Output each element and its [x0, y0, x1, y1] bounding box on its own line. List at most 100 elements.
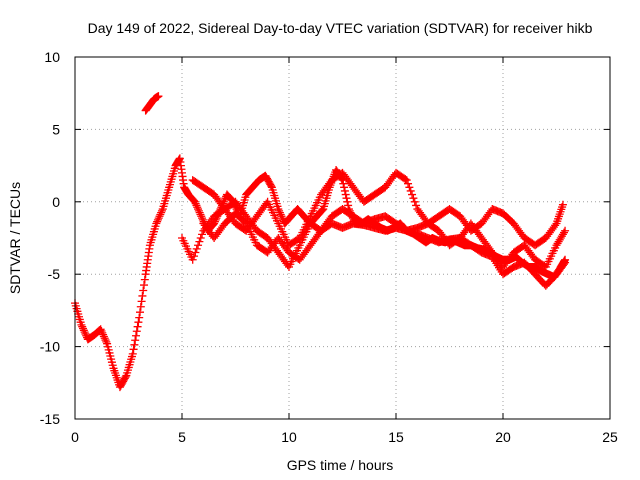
x-axis-label: GPS time / hours [287, 457, 394, 473]
tick-labels: 0 5 10 15 20 25 -15 -10 -5 0 5 10 [40, 49, 618, 445]
interp-point-main [198, 214, 207, 223]
data-point-main [77, 320, 86, 329]
interp-point-main [98, 328, 107, 337]
interp-point-main [317, 206, 326, 215]
interp-point-upper-tracks [194, 241, 203, 250]
interp-point-main [318, 205, 327, 214]
interp-point-main [153, 217, 162, 226]
interp-point-main [140, 281, 149, 290]
interp-point-main [134, 318, 143, 327]
interp-point-main [196, 210, 205, 219]
interp-point-main [99, 332, 108, 341]
interp-point-main [102, 337, 111, 346]
interp-point-main [191, 199, 200, 208]
interp-point-main [276, 210, 285, 219]
data-point-wave-tracks [402, 176, 411, 185]
interp-point-main [131, 331, 140, 340]
interp-point-main [267, 181, 276, 190]
interp-point-main [193, 203, 202, 212]
interp-point-wave-tracks [409, 194, 418, 203]
interp-point-main [121, 373, 130, 382]
x-tick-label: 5 [178, 429, 186, 445]
interp-point-upper-tracks [191, 248, 200, 257]
interp-point-wave-tracks [559, 228, 568, 237]
interp-point-lower-tracks [559, 260, 568, 269]
interp-point-main [81, 329, 90, 338]
y-tick-label: 10 [44, 49, 60, 65]
interp-point-main [78, 322, 87, 331]
interp-point-main [194, 206, 203, 215]
data-point-main [197, 212, 206, 221]
interp-point-main [136, 308, 145, 317]
data-point-main [135, 313, 144, 322]
interp-point-main [275, 208, 284, 217]
data-point-upper-tracks [188, 255, 197, 264]
interp-point-main [157, 208, 166, 217]
interp-point-main [153, 215, 162, 224]
interp-point-wave-tracks [406, 186, 415, 195]
y-tick-label: 0 [52, 194, 60, 210]
interp-point-wave-tracks [401, 175, 410, 184]
interp-point-upper-tracks [196, 234, 205, 242]
data-point-main [152, 219, 161, 228]
interp-point-main [132, 327, 141, 336]
interp-point-main [129, 345, 138, 354]
data-point-outlier [154, 92, 163, 101]
interp-point-main [155, 212, 164, 221]
interp-point-main [140, 275, 149, 284]
interp-point-upper-tracks [198, 230, 207, 239]
y-tick-label: -5 [48, 266, 61, 282]
interp-point-main [275, 206, 284, 215]
interp-point-main [344, 201, 353, 210]
interp-point-main [101, 336, 110, 345]
interp-point-upper-tracks [190, 252, 199, 261]
interp-point-main [100, 334, 109, 343]
interp-point-main [130, 340, 139, 349]
interp-point-main [194, 205, 203, 214]
interp-point-main [136, 302, 145, 311]
interp-point-main [278, 214, 287, 223]
plot-frame [74, 56, 611, 420]
data-point-main [274, 205, 283, 214]
interp-point-wave-tracks [408, 190, 417, 199]
interp-point-main [80, 328, 89, 337]
data-point-lower-tracks [561, 258, 570, 267]
chart-title: Day 149 of 2022, Sidereal Day-to-day VTE… [88, 20, 593, 36]
data-point-main [190, 197, 199, 206]
interp-point-main [340, 186, 349, 195]
interp-point-main [97, 327, 106, 336]
data-point-upper-tracks [558, 200, 567, 209]
interp-point-main [195, 208, 204, 217]
interp-point-main [341, 190, 350, 199]
x-tick-label: 10 [281, 429, 297, 445]
interp-point-main [340, 183, 349, 192]
interp-point-main [99, 330, 108, 339]
y-tick-label: -15 [40, 411, 60, 427]
data-point-main [128, 349, 137, 358]
interp-point-main [339, 179, 348, 188]
interp-point-main [157, 206, 166, 215]
data-point-wave-tracks [561, 226, 570, 235]
interp-point-main [79, 324, 88, 333]
x-tick-label: 20 [495, 429, 511, 445]
interp-point-main [343, 197, 352, 206]
interp-point-upper-tracks [551, 221, 560, 230]
interp-point-wave-tracks [410, 197, 419, 206]
x-tick-label: 0 [71, 429, 79, 445]
x-tick-label: 25 [602, 429, 618, 445]
interp-point-main [79, 326, 88, 335]
interp-point-wave-tracks [405, 183, 414, 192]
interp-point-upper-tracks [192, 244, 201, 253]
interp-point-wave-tracks [412, 201, 421, 210]
interp-point-upper-tracks [195, 237, 204, 246]
x-tick-label: 15 [388, 429, 404, 445]
y-axis-label: SDTVAR / TECUs [7, 182, 23, 294]
y-tick-label: -10 [40, 339, 60, 355]
interp-point-main [139, 286, 148, 295]
interp-point-main [342, 194, 351, 203]
data-points [71, 92, 570, 392]
interp-point-main [133, 322, 142, 331]
interp-point-main [192, 201, 201, 210]
